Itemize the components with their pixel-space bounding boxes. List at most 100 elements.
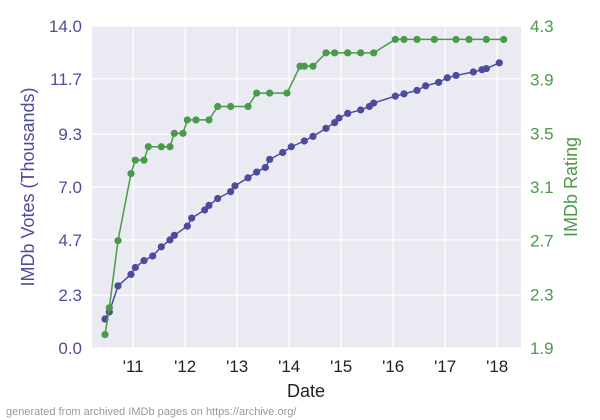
votes-point: [331, 119, 339, 127]
rating-point: [166, 143, 174, 151]
rating-point: [344, 49, 352, 57]
votes-point: [201, 206, 209, 214]
y-tick-label: 4.7: [58, 231, 82, 250]
votes-point: [495, 59, 503, 67]
y-tick-label: 9.3: [58, 125, 82, 144]
rating-point: [157, 143, 165, 151]
votes-point: [279, 148, 287, 157]
y-axis-label: IMDb Votes (Thousands): [18, 87, 38, 286]
rating-point: [179, 129, 187, 137]
rating-point: [322, 49, 330, 57]
votes-point: [261, 163, 269, 172]
x-tick-label: '11: [123, 357, 144, 376]
y-tick-label: 11.7: [50, 70, 82, 89]
votes-point: [435, 78, 443, 86]
rating-point: [170, 129, 178, 137]
votes-point: [422, 82, 430, 90]
votes-point: [452, 71, 460, 80]
votes-point: [309, 132, 317, 140]
votes-point: [344, 109, 352, 117]
votes-point: [300, 137, 308, 145]
votes-point: [170, 231, 178, 239]
votes-point: [357, 106, 365, 114]
x-tick-label: '17: [434, 357, 456, 376]
rating-point: [413, 35, 421, 44]
rating-point: [101, 330, 109, 339]
rating-point: [391, 35, 399, 44]
y2-tick-label: 1.9: [530, 339, 554, 358]
votes-point: [469, 68, 477, 76]
y2-tick-label: 3.9: [530, 71, 554, 90]
rating-point: [140, 156, 148, 164]
y-tick-label: 0.0: [58, 339, 82, 358]
y2-tick-label: 4.3: [530, 17, 554, 36]
votes-point: [266, 155, 274, 163]
votes-point: [370, 99, 378, 107]
votes-point: [244, 174, 252, 182]
votes-point: [227, 188, 235, 196]
y-tick-label: 2.3: [58, 286, 82, 305]
rating-point: [227, 102, 235, 111]
x-tick-label: '14: [278, 357, 300, 376]
y2-tick-label: 2.7: [530, 232, 554, 251]
rating-point: [465, 35, 473, 44]
y-tick-label: 14.0: [49, 17, 82, 36]
rating-point: [482, 35, 490, 44]
rating-point: [214, 102, 222, 111]
votes-point: [335, 114, 343, 122]
votes-point: [127, 270, 135, 278]
votes-point: [482, 64, 490, 73]
y2-tick-label: 3.1: [530, 178, 554, 197]
votes-point: [443, 74, 451, 82]
votes-point: [183, 222, 191, 230]
x-tick-label: '12: [174, 357, 196, 376]
rating-point: [244, 102, 252, 111]
x-tick-label: '15: [330, 357, 352, 376]
rating-point: [309, 62, 317, 70]
votes-point: [131, 263, 139, 272]
votes-point: [413, 86, 421, 94]
votes-point: [253, 168, 261, 176]
rating-point: [357, 49, 365, 57]
y2-axis-label: IMDb Rating: [561, 137, 581, 237]
rating-point: [370, 49, 378, 57]
x-tick-label: '18: [486, 357, 508, 376]
rating-point: [452, 35, 460, 44]
votes-point: [157, 243, 165, 251]
rating-point: [266, 89, 274, 97]
rating-point: [283, 89, 291, 97]
votes-point: [114, 282, 122, 290]
votes-point: [400, 90, 408, 98]
rating-point: [500, 35, 508, 44]
votes-point: [140, 257, 148, 265]
x-tick-label: '13: [226, 357, 248, 376]
votes-point: [231, 182, 239, 190]
rating-point: [144, 143, 152, 151]
rating-point: [331, 49, 339, 57]
x-axis-label: Date: [287, 381, 325, 401]
rating-point: [300, 62, 308, 70]
rating-point: [253, 89, 261, 97]
votes-point: [149, 252, 157, 260]
rating-point: [400, 35, 408, 44]
votes-point: [205, 201, 213, 209]
footer-note: generated from archived IMDb pages on ht…: [6, 406, 297, 418]
votes-point: [214, 194, 222, 203]
votes-point: [391, 92, 399, 100]
rating-point: [131, 156, 139, 164]
rating-point: [430, 35, 438, 44]
rating-point: [192, 116, 200, 124]
x-tick-label: '16: [382, 357, 404, 376]
rating-point: [114, 237, 122, 245]
rating-point: [105, 304, 113, 312]
votes-point: [322, 124, 330, 132]
votes-point: [287, 143, 295, 151]
rating-point: [205, 116, 213, 124]
rating-point: [183, 116, 191, 124]
y2-tick-label: 3.5: [530, 124, 554, 143]
y2-tick-label: 2.3: [530, 285, 554, 304]
y-tick-label: 7.0: [58, 178, 82, 197]
votes-point: [188, 214, 196, 222]
votes-point: [166, 236, 174, 244]
